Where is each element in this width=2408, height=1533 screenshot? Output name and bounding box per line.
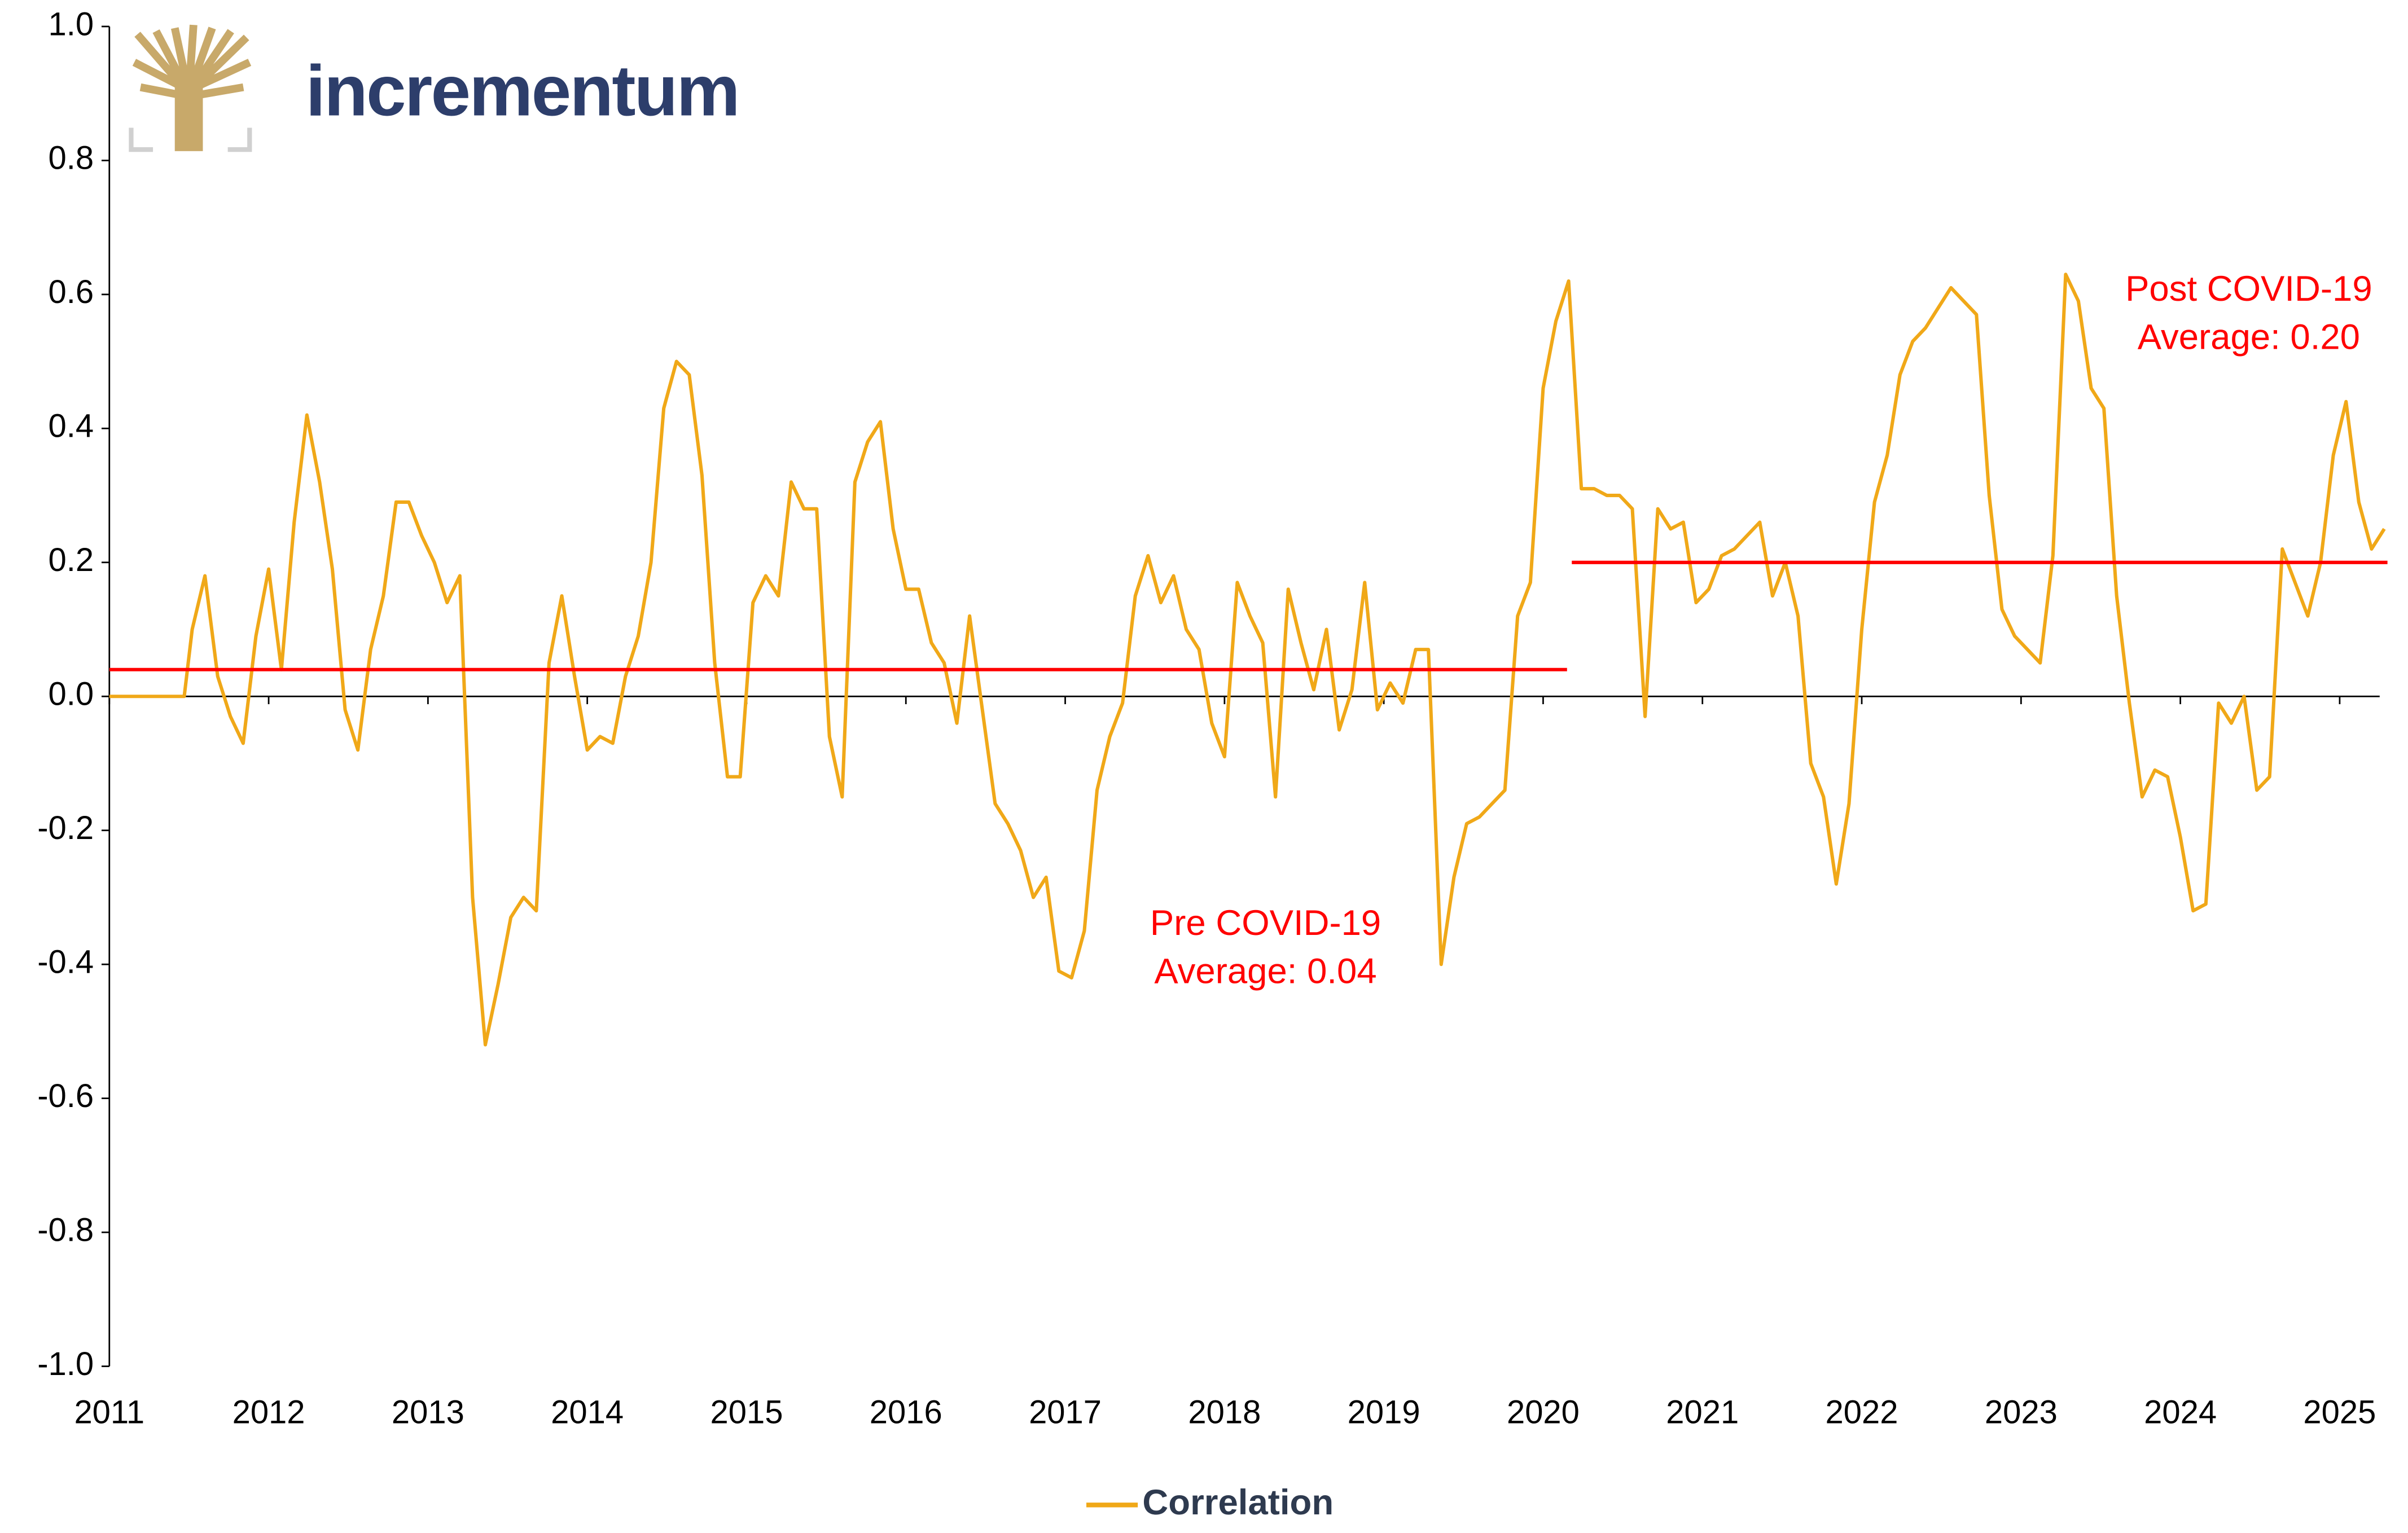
x-tick-label: 2019: [1348, 1394, 1420, 1430]
x-tick-label: 2018: [1188, 1394, 1261, 1430]
x-tick-label: 2015: [710, 1394, 783, 1430]
legend: Correlation: [1086, 1483, 1334, 1522]
x-tick-label: 2013: [392, 1394, 464, 1430]
y-tick-label: 0.8: [49, 140, 94, 177]
x-tick-label: 2022: [1826, 1394, 1898, 1430]
x-tick-label: 2017: [1029, 1394, 1102, 1430]
annotation-text: Post COVID-19: [2125, 269, 2372, 309]
legend-label: Correlation: [1142, 1483, 1334, 1522]
x-tick-label: 2014: [551, 1394, 624, 1430]
logo-text: incrementum: [306, 51, 739, 131]
y-tick-label: 0.6: [49, 274, 94, 310]
y-tick-label: -0.8: [37, 1212, 94, 1248]
y-tick-label: -0.2: [37, 810, 94, 846]
annotation-text: Average: 0.20: [2138, 318, 2360, 357]
y-tick-label: -1.0: [37, 1346, 94, 1382]
y-tick-label: 0.0: [49, 677, 94, 713]
y-tick-label: 0.4: [49, 408, 94, 445]
data-line: [109, 273, 2386, 1047]
x-tick-label: 2016: [870, 1394, 942, 1430]
x-tick-label: 2025: [2303, 1394, 2376, 1430]
y-tick-label: 1.0: [49, 6, 94, 42]
y-tick-label: -0.6: [37, 1078, 94, 1114]
logo-icon: [129, 24, 252, 152]
y-tick-label: -0.4: [37, 944, 94, 980]
x-tick-label: 2024: [2144, 1394, 2217, 1430]
annotation-text: Average: 0.04: [1154, 952, 1376, 991]
y-tick-label: 0.2: [49, 542, 94, 578]
x-tick-label: 2021: [1666, 1394, 1739, 1430]
x-tick-label: 2011: [74, 1394, 144, 1430]
x-tick-label: 2020: [1507, 1394, 1580, 1430]
x-tick-label: 2012: [233, 1394, 305, 1430]
x-tick-label: 2023: [1985, 1394, 2058, 1430]
annotation-text: Pre COVID-19: [1150, 903, 1381, 943]
